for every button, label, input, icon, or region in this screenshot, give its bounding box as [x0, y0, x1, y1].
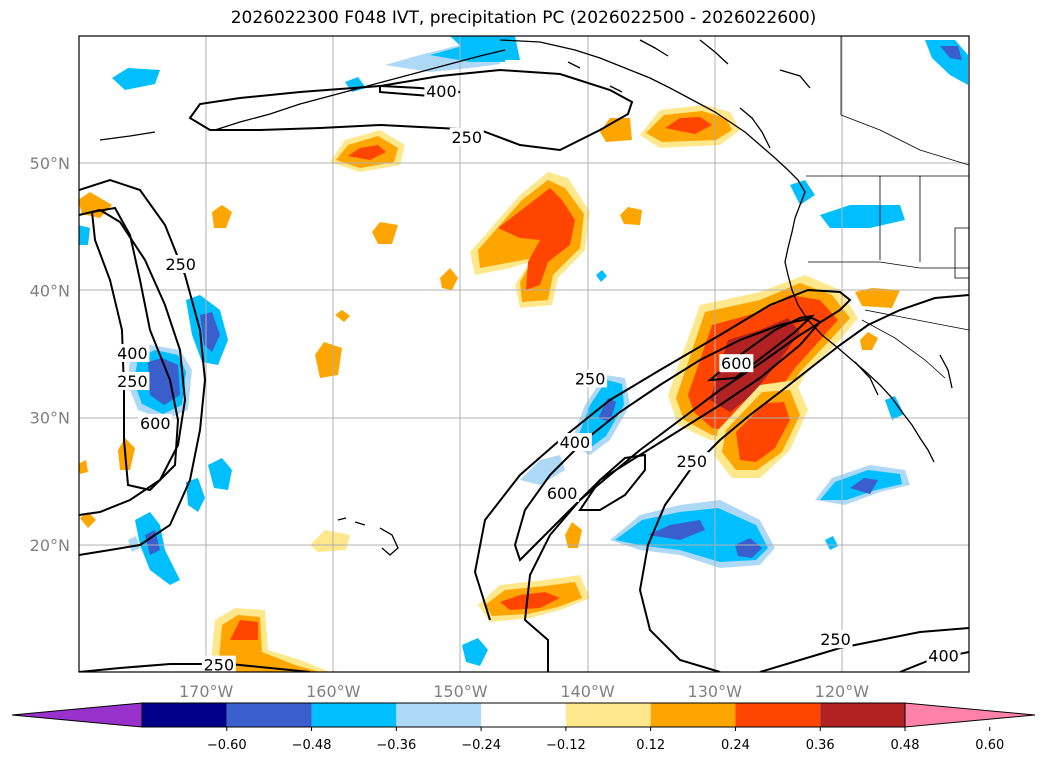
colorbar-tick-label: −0.48 — [292, 738, 332, 753]
colorbar-segment — [142, 703, 227, 727]
colorbar-extend-low — [11, 702, 143, 728]
lon-tick-label: 150°W — [433, 682, 488, 701]
colorbar-extend-high — [904, 702, 1036, 728]
contour-label: 250 — [575, 369, 606, 388]
colorbar-segment — [481, 703, 566, 727]
ivt-contour-250-west — [79, 178, 207, 556]
contour-label: 600 — [721, 354, 752, 373]
precip-blob-ne — [665, 117, 712, 134]
contour-label-bg — [674, 452, 709, 471]
contour-label: 250 — [204, 656, 235, 675]
precip-blob-s — [500, 592, 560, 610]
lat-tick-label: 30°N — [30, 409, 70, 428]
contour-label: 400 — [426, 82, 457, 101]
colorbar-segment — [735, 703, 821, 727]
colorbar-tick-label: 0.60 — [975, 738, 1004, 753]
precip-blob-nw — [348, 145, 386, 160]
colorbar-tick-label: −0.60 — [207, 738, 247, 753]
colorbar-tick-label: 0.48 — [891, 738, 920, 753]
map-frame — [78, 35, 970, 673]
lat-tick-label: 20°N — [30, 536, 70, 555]
colorbar-outline — [141, 702, 906, 728]
precip-neg-blob-w2 — [200, 312, 220, 352]
colorbar-segment — [396, 703, 482, 727]
colorbar-tick-label: −0.36 — [376, 738, 416, 753]
contour-label: 250 — [165, 255, 196, 274]
ivt-contour-400-east — [513, 316, 822, 562]
colorbar-tick-label: 0.36 — [806, 738, 835, 753]
contour-label-bg — [163, 254, 198, 273]
contour-label-bg — [138, 413, 173, 432]
colorbar-segment — [311, 703, 397, 727]
contour-label: 400 — [560, 433, 591, 452]
lon-tick-label: 130°W — [688, 682, 743, 701]
precip-blob-sw — [230, 620, 258, 640]
precip-blob-se — [736, 402, 790, 462]
contour-label-bg — [719, 354, 754, 373]
colorbar: −0.60 −0.48 −0.36 −0.24 −0.12 0.12 0.24 0.36 0.4… — [11, 702, 1036, 753]
map-title: 2026022300 F048 IVT, precipitation PC (2… — [230, 8, 817, 28]
contour-label-bg — [449, 127, 484, 146]
contour-label-bg — [115, 371, 150, 390]
colorbar-segment — [565, 703, 651, 727]
colorbar-segment — [650, 703, 736, 727]
colorbar-tick-label: −0.24 — [461, 738, 501, 753]
latitude-tick-labels: 20°N 30°N 40°N 50°N — [30, 154, 70, 555]
map-area: 400 250 250 400 250 600 250 600 400 250 600 250 250 4… — [78, 35, 970, 675]
lon-tick-label: 160°W — [306, 682, 361, 701]
contour-label: 250 — [677, 452, 708, 471]
contour-label: 250 — [117, 372, 148, 391]
colorbar-tick-label: 0.12 — [636, 738, 665, 753]
lon-tick-label: 120°W — [815, 682, 870, 701]
contour-label: 400 — [928, 647, 959, 666]
contour-label-bg — [545, 483, 580, 502]
ivt-contour-600-west — [90, 206, 180, 492]
precip-blob-mid — [498, 188, 575, 290]
contour-label: 250 — [820, 630, 851, 649]
lon-tick-label: 140°W — [560, 682, 615, 701]
ivt-contour-250-east-b — [638, 294, 969, 672]
lon-tick-label: 170°W — [179, 682, 234, 701]
contour-label: 600 — [140, 414, 171, 433]
contour-label-bg — [201, 655, 236, 672]
contour-label-bg — [926, 646, 961, 665]
ivt-contour-250-southeast — [759, 627, 969, 672]
lat-tick-label: 40°N — [30, 281, 70, 300]
contour-label: 400 — [117, 344, 148, 363]
contour-label-bg — [424, 81, 459, 100]
colorbar-segment — [226, 703, 312, 727]
ivt-contour-400-west — [79, 208, 187, 516]
colorbar-segment — [820, 703, 905, 727]
contour-label-bg — [818, 630, 853, 649]
colorbar-tick-label: 0.24 — [721, 738, 750, 753]
contour-label-bg — [573, 369, 608, 388]
longitude-tick-labels: 170°W 160°W 150°W 140°W 130°W 120°W — [179, 682, 869, 701]
contour-label-bg — [115, 344, 150, 362]
contour-label: 600 — [547, 484, 578, 503]
precip-neg-blob-e — [735, 538, 762, 558]
precip-neg-blob-e — [648, 520, 705, 540]
ivt-contour-600-east — [578, 453, 646, 511]
lat-tick-label: 50°N — [30, 154, 70, 173]
contour-label-bg — [557, 433, 592, 452]
political-boundaries — [806, 36, 969, 379]
precip-blob-nerp — [710, 318, 800, 412]
contour-label: 250 — [452, 128, 483, 147]
contour-labels: 400 250 250 400 250 600 250 600 400 250 600 250 250 4… — [115, 81, 961, 675]
colorbar-tick-label: −0.12 — [546, 738, 586, 753]
ivt-contour-250-south — [79, 663, 311, 672]
